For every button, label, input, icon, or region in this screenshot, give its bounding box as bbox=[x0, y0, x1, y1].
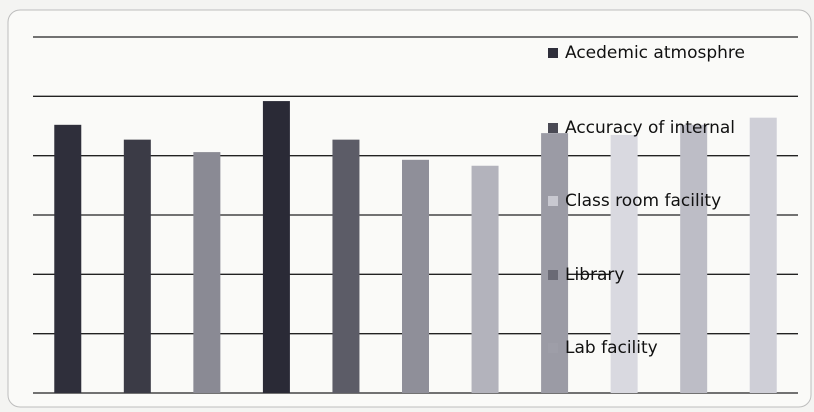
bar bbox=[471, 165, 499, 393]
legend-swatch bbox=[548, 343, 558, 353]
bar bbox=[193, 152, 221, 393]
bar bbox=[610, 134, 638, 393]
bar bbox=[402, 159, 429, 393]
legend-label: Library bbox=[565, 265, 624, 285]
legend-swatch bbox=[548, 270, 558, 280]
legend-swatch bbox=[548, 123, 558, 133]
legend-label: Acedemic atmosphre bbox=[565, 43, 745, 63]
bar bbox=[123, 139, 151, 393]
bar bbox=[680, 124, 708, 394]
legend-label: Accuracy of internal bbox=[565, 118, 735, 138]
bar bbox=[332, 139, 360, 393]
bar bbox=[54, 124, 82, 394]
legend-label: Lab facility bbox=[565, 338, 658, 358]
bar bbox=[749, 117, 777, 394]
legend-label: Class room facility bbox=[565, 191, 721, 211]
legend-swatch bbox=[548, 48, 558, 58]
legend-swatch bbox=[548, 196, 558, 206]
bar bbox=[262, 101, 290, 393]
